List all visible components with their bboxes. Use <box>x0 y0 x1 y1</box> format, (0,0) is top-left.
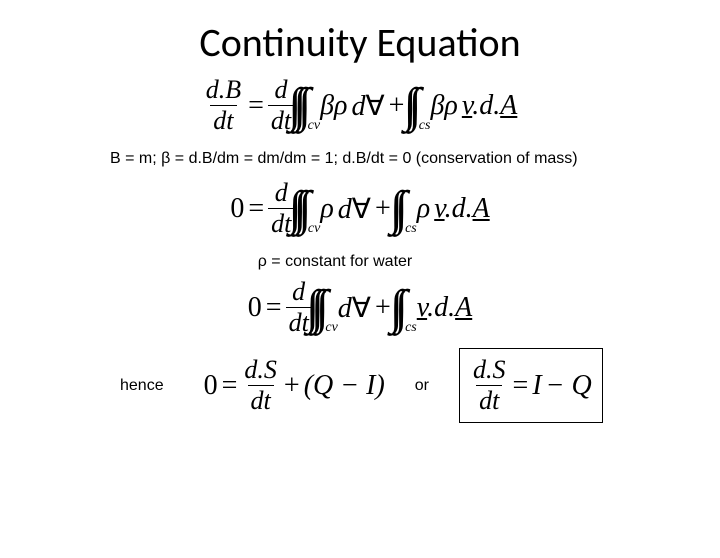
final-row: hence 0 = d.S dt + (Q − I) or d.S dt = I… <box>0 348 720 423</box>
zero-3: 0 <box>248 292 262 324</box>
or-label: or <box>415 377 429 395</box>
triple-integral: ∫∫∫ cv <box>298 82 316 130</box>
text-line-1: B = m; β = d.B/dm = dm/dm = 1; d.B/dt = … <box>110 150 720 168</box>
frac-dBdt: d.B dt <box>203 75 244 136</box>
equals-4: = <box>222 370 238 402</box>
triple-integral-3: ∫∫∫ cv <box>316 284 334 332</box>
equation-2: 0 = d dt ∫∫∫ cv ρ d∀ + ∫∫ cs ρ v.d.A <box>0 178 720 239</box>
zero-2: 0 <box>230 193 244 225</box>
frac-ddt-3: d dt <box>286 277 312 338</box>
rho-2b: ρ <box>417 193 430 225</box>
zero-4: 0 <box>204 370 218 402</box>
vdA-3: v.d.A <box>417 292 472 324</box>
I-box: I <box>532 370 541 402</box>
plus-2: + <box>375 193 391 225</box>
equals-box: = <box>513 370 529 402</box>
plus-4: + <box>284 370 300 402</box>
frac-ddt: d dt <box>268 75 294 136</box>
triple-integral-2: ∫∫∫ cv <box>298 185 316 233</box>
frac-ddt-2: d dt <box>268 178 294 239</box>
frac-dSdt-box: d.S dt <box>470 355 509 416</box>
boxed-equation: d.S dt = I − Q <box>459 348 603 423</box>
mQ-box: − Q <box>546 370 592 402</box>
equation-3: 0 = d dt ∫∫∫ cv d∀ + ∫∫ cs v.d.A <box>0 277 720 338</box>
frac-dSdt: d.S dt <box>241 355 280 416</box>
hence-label: hence <box>120 377 164 395</box>
equation-1: d.B dt = d dt ∫∫∫ cv βρ d∀ + ∫∫ cs βρ v.… <box>0 75 720 136</box>
equals-3: = <box>266 292 282 324</box>
vdA-1: v.d.A <box>462 90 517 122</box>
plus: + <box>389 90 405 122</box>
vdA-2: v.d.A <box>434 193 489 225</box>
double-integral: ∫∫ cs <box>408 82 426 130</box>
equals: = <box>248 90 264 122</box>
integrand-1b: βρ <box>430 90 457 122</box>
QmI: (Q − I) <box>304 370 385 402</box>
dV-3a: d∀ <box>338 291 371 325</box>
double-integral-2: ∫∫ cs <box>395 185 413 233</box>
plus-3: + <box>375 292 391 324</box>
dV-1a: d∀ <box>352 89 385 123</box>
equals-2: = <box>248 193 264 225</box>
text-line-2: ρ = constant for water <box>0 253 720 271</box>
rho-2a: ρ <box>320 193 333 225</box>
dV-2a: d∀ <box>338 192 371 226</box>
double-integral-3: ∫∫ cs <box>395 284 413 332</box>
integrand-1a: βρ <box>320 90 347 122</box>
page-title: Continuity Equation <box>0 18 720 67</box>
